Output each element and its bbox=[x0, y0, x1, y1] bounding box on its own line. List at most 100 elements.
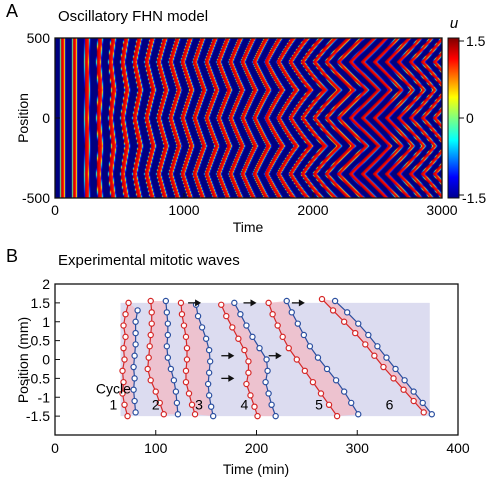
scatter-plot bbox=[54, 283, 459, 436]
cycle-2-red-point bbox=[148, 309, 155, 316]
cycle-3-red-point bbox=[183, 344, 191, 352]
heatmap-plot bbox=[54, 37, 443, 199]
arrow-marker bbox=[243, 299, 257, 307]
cycle-label-1: 1 bbox=[110, 396, 118, 412]
cycle-6-red-point bbox=[400, 386, 407, 393]
cycle-band bbox=[180, 302, 214, 417]
cycle-2-red-point bbox=[148, 320, 155, 327]
arrow-marker bbox=[291, 299, 305, 307]
colorbar-tick-label-top: 1.5 bbox=[466, 33, 486, 49]
cycle-2-red-point bbox=[146, 343, 153, 350]
arrow-marker bbox=[268, 352, 282, 360]
heatmap-ytick-label: -500 bbox=[22, 190, 50, 206]
cycle-5-blue-point bbox=[288, 309, 295, 316]
cycle-4-blue-point bbox=[249, 333, 256, 341]
scatter-axes: 0 100 200 300 400 2 1.5 1 0.5 0 -0.5 -1 -1.5 bbox=[26, 276, 470, 456]
cycle-5-red-point bbox=[269, 311, 276, 318]
scatter-xlabel: Time (min) bbox=[223, 461, 289, 477]
colorbar-tick-label-bottom: -1.5 bbox=[462, 190, 486, 206]
cycle-4-red-point bbox=[235, 335, 242, 342]
cycle-5-red-point bbox=[279, 333, 286, 341]
colorbar: u 1.5 0 -1.5 bbox=[447, 15, 486, 206]
heatmap-xtick-label: 1000 bbox=[168, 202, 199, 218]
cycle-3-red-point bbox=[182, 378, 190, 386]
cycle-4-red-point bbox=[251, 403, 258, 410]
cycle-4-red-point bbox=[241, 346, 248, 354]
cycle-1-red-point bbox=[120, 322, 127, 329]
scatter-ytick-label: 1 bbox=[42, 314, 50, 330]
cycle-4-blue-point bbox=[268, 401, 275, 408]
cycle-3-red-point bbox=[177, 299, 185, 307]
cycle-6-blue-point bbox=[419, 399, 426, 407]
cycle-5-blue-point bbox=[300, 331, 308, 339]
cycle-5-red-point bbox=[265, 299, 272, 307]
cycle-4-blue-point bbox=[262, 378, 269, 386]
cycle-band bbox=[268, 300, 359, 417]
cycle-6-red-point bbox=[352, 329, 359, 337]
cycle-3-blue-point bbox=[207, 403, 215, 410]
cycle-4-red-point bbox=[245, 369, 252, 376]
cycle-band bbox=[147, 300, 178, 415]
scatter-ytick-label: -1 bbox=[38, 389, 51, 405]
cycle-3-red-point bbox=[183, 356, 191, 363]
cycle-1-red-point bbox=[120, 378, 127, 386]
cycle-1-blue-point bbox=[132, 329, 139, 337]
cycle-5-red-point bbox=[274, 322, 281, 329]
cycle-6-red-point bbox=[318, 295, 326, 303]
cycle-2-blue-point bbox=[172, 388, 180, 395]
cycle-5-red-point bbox=[301, 367, 309, 375]
cycle-word: Cycle bbox=[96, 380, 131, 396]
heatmap-xlabel: Time bbox=[233, 219, 264, 235]
cycle-2-red-point bbox=[145, 354, 152, 361]
cycle-1-blue-point bbox=[134, 307, 141, 314]
cycle-4-red-point bbox=[229, 324, 236, 331]
scatter-ytick-label: -1.5 bbox=[26, 408, 50, 424]
cycle-6-red-point bbox=[329, 307, 337, 314]
cycle-6-blue-point bbox=[383, 354, 390, 361]
cycle-3-red-point bbox=[182, 367, 190, 375]
cycle-3-red-point bbox=[178, 311, 186, 318]
cycle-2-blue-point bbox=[167, 365, 175, 373]
cycle-3-blue-point bbox=[202, 335, 210, 342]
cycle-1-blue-point bbox=[131, 352, 138, 359]
cycle-6-red-point bbox=[420, 409, 427, 416]
cycle-2-red-point bbox=[156, 399, 163, 407]
cycle-4-red-point bbox=[254, 412, 261, 420]
cycle-2-blue-point bbox=[163, 309, 171, 316]
cycle-2-blue-point bbox=[164, 331, 172, 339]
cycle-1-blue-point bbox=[132, 409, 139, 416]
cycle-1-blue-point bbox=[132, 318, 139, 325]
cycle-5-blue-point bbox=[340, 388, 348, 395]
cycle-1-red-point bbox=[119, 367, 126, 375]
cycle-1-red-point bbox=[120, 344, 127, 352]
cycle-6-blue-point bbox=[401, 377, 408, 384]
cycle-6-red-point bbox=[380, 363, 387, 371]
scatter-ylabel: Position (mm) bbox=[15, 317, 31, 403]
cycle-4-blue-point bbox=[265, 390, 272, 397]
cycle-2-blue-point bbox=[164, 354, 172, 361]
scatter-ytick-label: 2 bbox=[42, 276, 50, 292]
cycle-label-4: 4 bbox=[241, 396, 249, 412]
cycle-6-blue-point bbox=[392, 365, 399, 373]
heatmap-ytick-label: 0 bbox=[42, 110, 50, 126]
cycle-1-red-point bbox=[119, 390, 126, 397]
cycle-5-red-point bbox=[309, 378, 317, 386]
cycle-4-blue-point bbox=[256, 344, 263, 352]
cycle-4-blue-point bbox=[237, 311, 244, 318]
arrow-marker bbox=[221, 374, 235, 382]
cycle-2-red-point bbox=[147, 331, 154, 339]
cycle-5-blue-point bbox=[283, 297, 290, 305]
cycle-3-red-point bbox=[180, 322, 188, 329]
heatmap-xtick-label: 3000 bbox=[426, 202, 457, 218]
cycle-5-blue-point bbox=[294, 320, 302, 327]
cycle-5-red-point bbox=[333, 412, 341, 420]
cycle-2-red-point bbox=[147, 377, 154, 384]
panel-b-title: Experimental mitotic waves bbox=[58, 252, 240, 269]
cycle-3-blue-point bbox=[204, 380, 212, 388]
scatter-xtick-label: 100 bbox=[144, 440, 168, 456]
panel-a-letter: A bbox=[6, 1, 18, 21]
scatter-data-area bbox=[119, 295, 436, 420]
cycle-3-red-point bbox=[188, 401, 196, 408]
